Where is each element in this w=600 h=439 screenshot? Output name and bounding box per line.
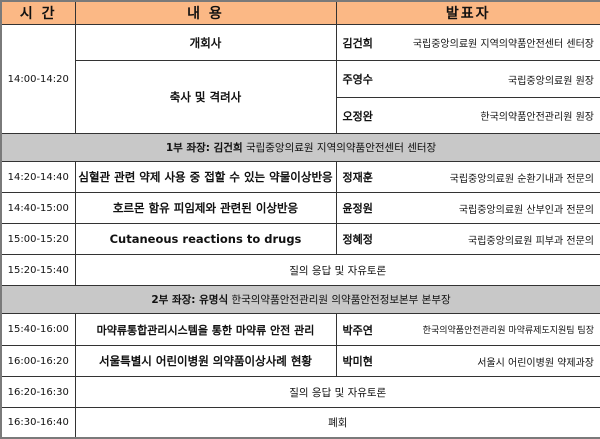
table-row: 16:00-16:20 서울특별시 어린이병원 의약품이상사례 현황 박미현 서… [0,345,600,377]
presenter-cell: 오정완 한국의약품안전관리원 원장 [335,97,600,134]
closing-cell: 폐회 [74,407,600,438]
content-cell: 호르몬 함유 피임제와 관련된 이상반응 [74,192,337,224]
presenter-name: 박미현 [342,355,373,368]
table-row: 15:20-15:40 질의 응답 및 자유토론 [0,254,600,286]
header-row: 시 간 내 용 발표자 [0,0,600,25]
chair-label: 2부 좌장: 유명식 [151,294,229,306]
table-row: 오정완 한국의약품안전관리원 원장 [1,97,600,134]
table-row: 14:40-15:00 호르몬 함유 피임제와 관련된 이상반응 윤정원 국립중… [0,192,600,224]
header-content: 내 용 [74,0,337,25]
presenter-cell: 박주연 한국의약품안전관리원 마약류제도지원팀 팀장 [335,313,600,346]
qa-cell: 질의 응답 및 자유토론 [74,254,600,286]
time-cell: 14:40-15:00 [0,192,76,224]
content-cell: 서울특별시 어린이병원 의약품이상사례 현황 [74,345,337,377]
table-row: 14:00-14:20 개회사 김건희 국립중앙의료원 지역의약품안전센터 센터… [0,24,600,134]
presenter-name: 윤정원 [342,202,373,215]
presenter-affiliation: 한국의약품안전관리원 원장 [480,112,594,123]
time-cell: 14:00-14:20 [0,24,76,134]
presenter-affiliation: 국립중앙의료원 원장 [508,75,594,87]
table-row: 15:40-16:00 마약류통합관리시스템을 통한 마약류 안전 관리 박주연… [0,313,600,346]
presenter-affiliation: 국립중앙의료원 산부인과 전문의 [458,204,594,216]
session1-chair-row: 1부 좌장: 김건희 국립중앙의료원 지역의약품안전센터 센터장 [0,133,600,162]
time-cell: 14:20-14:40 [0,161,76,193]
presenter-affiliation: 서울시 어린이병원 약제과장 [477,357,594,369]
content-cell: 축사 및 격려사 [74,60,337,134]
presenter-name: 정재훈 [342,171,373,184]
presenter-name: 주영수 [342,73,373,86]
session-chair: 1부 좌장: 김건희 국립중앙의료원 지역의약품안전센터 센터장 [0,133,600,162]
presenter-affiliation: 국립중앙의료원 지역의약품안전센터 센터장 [412,39,594,50]
content-cell: 개회사 [74,24,337,61]
time-cell: 16:30-16:40 [0,407,76,438]
table-row: 15:00-15:20 Cutaneous reactions to drugs… [0,223,600,255]
presenter-name: 박주연 [342,323,373,337]
presenter-cell: 박미현 서울시 어린이병원 약제과장 [335,345,600,377]
session-chair: 2부 좌장: 유명식 한국의약품안전관리원 의약품안전정보본부 본부장 [0,285,600,314]
table-row: 14:20-14:40 심혈관 관련 약제 사용 중 접할 수 있는 약물이상반… [0,161,600,193]
presenter-cell: 정재훈 국립중앙의료원 순환기내과 전문의 [335,161,600,193]
chair-affiliation: 한국의약품안전관리원 의약품안전정보본부 본부장 [231,294,451,306]
time-cell: 15:20-15:40 [0,254,76,286]
time-cell: 15:40-16:00 [0,313,76,346]
presenter-name: 김건희 [342,36,373,50]
time-cell: 15:00-15:20 [0,223,76,255]
header-time: 시 간 [0,0,76,25]
presenter-affiliation: 국립중앙의료원 순환기내과 전문의 [449,173,594,185]
presenter-affiliation: 한국의약품안전관리원 마약류제도지원팀 팀장 [422,326,594,336]
header-presenter: 발표자 [335,0,600,25]
time-cell: 16:00-16:20 [0,345,76,377]
table-row: 축사 및 격려사 주영수 국립중앙의료원 원장 [1,60,600,134]
presenter-name: 정혜정 [342,233,373,246]
session2-chair-row: 2부 좌장: 유명식 한국의약품안전관리원 의약품안전정보본부 본부장 [0,285,600,314]
presenter-cell: 주영수 국립중앙의료원 원장 [335,60,600,98]
presenter-affiliation: 국립중앙의료원 피부과 전문의 [468,235,594,247]
chair-label: 1부 좌장: 김건희 [165,142,243,154]
content-cell: 마약류통합관리시스템을 통한 마약류 안전 관리 [74,313,337,346]
content-cell: Cutaneous reactions to drugs [74,223,337,255]
presenter-name: 오정완 [342,109,373,123]
table-row: 16:30-16:40 폐회 [0,407,600,438]
qa-cell: 질의 응답 및 자유토론 [74,376,600,408]
time-cell: 16:20-16:30 [0,376,76,408]
presenter-cell: 윤정원 국립중앙의료원 산부인과 전문의 [335,192,600,224]
content-cell: 심혈관 관련 약제 사용 중 접할 수 있는 약물이상반응 [74,161,337,193]
chair-affiliation: 국립중앙의료원 지역의약품안전센터 센터장 [245,142,437,154]
presenter-cell: 정혜정 국립중앙의료원 피부과 전문의 [335,223,600,255]
presenter-cell: 김건희 국립중앙의료원 지역의약품안전센터 센터장 [335,24,600,61]
table-row: 16:20-16:30 질의 응답 및 자유토론 [0,376,600,408]
